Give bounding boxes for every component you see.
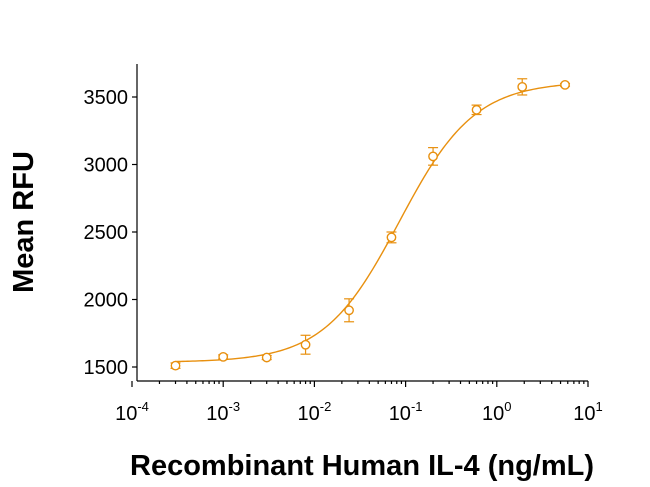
y-tick-label: 2000 [84,290,129,312]
data-point [560,79,570,90]
data-point [300,339,311,350]
ticks: 1500 2000 2500 3000 3500 10-4 10-3 10-2 10-1 100 1… [84,87,603,425]
x-axis-title: Recombinant Human IL-4 (ng/mL) [130,450,594,482]
plot-area [170,78,571,371]
x-tick-label: 100 [482,399,511,425]
x-tick-label: 10-3 [206,399,240,425]
x-tick-label: 10-2 [297,399,331,425]
y-tick-label: 3500 [84,87,129,109]
y-tick-label: 3000 [84,155,129,177]
y-axis-title: Mean RFU [8,151,40,293]
data-point [386,232,397,243]
data-point [428,151,438,162]
axes [136,64,588,382]
x-tick-label: 101 [573,399,602,425]
data-point [471,104,482,115]
data-point [218,351,229,362]
y-tick-label: 2500 [84,222,129,244]
data-point [344,305,354,316]
data-point [517,81,528,92]
y-tick-label: 1500 [84,357,129,379]
data-point [170,360,181,371]
x-tick-label: 10-1 [389,399,423,425]
data-point [261,352,272,363]
fit-curve [175,84,566,363]
x-tick-label: 10-4 [115,399,149,425]
